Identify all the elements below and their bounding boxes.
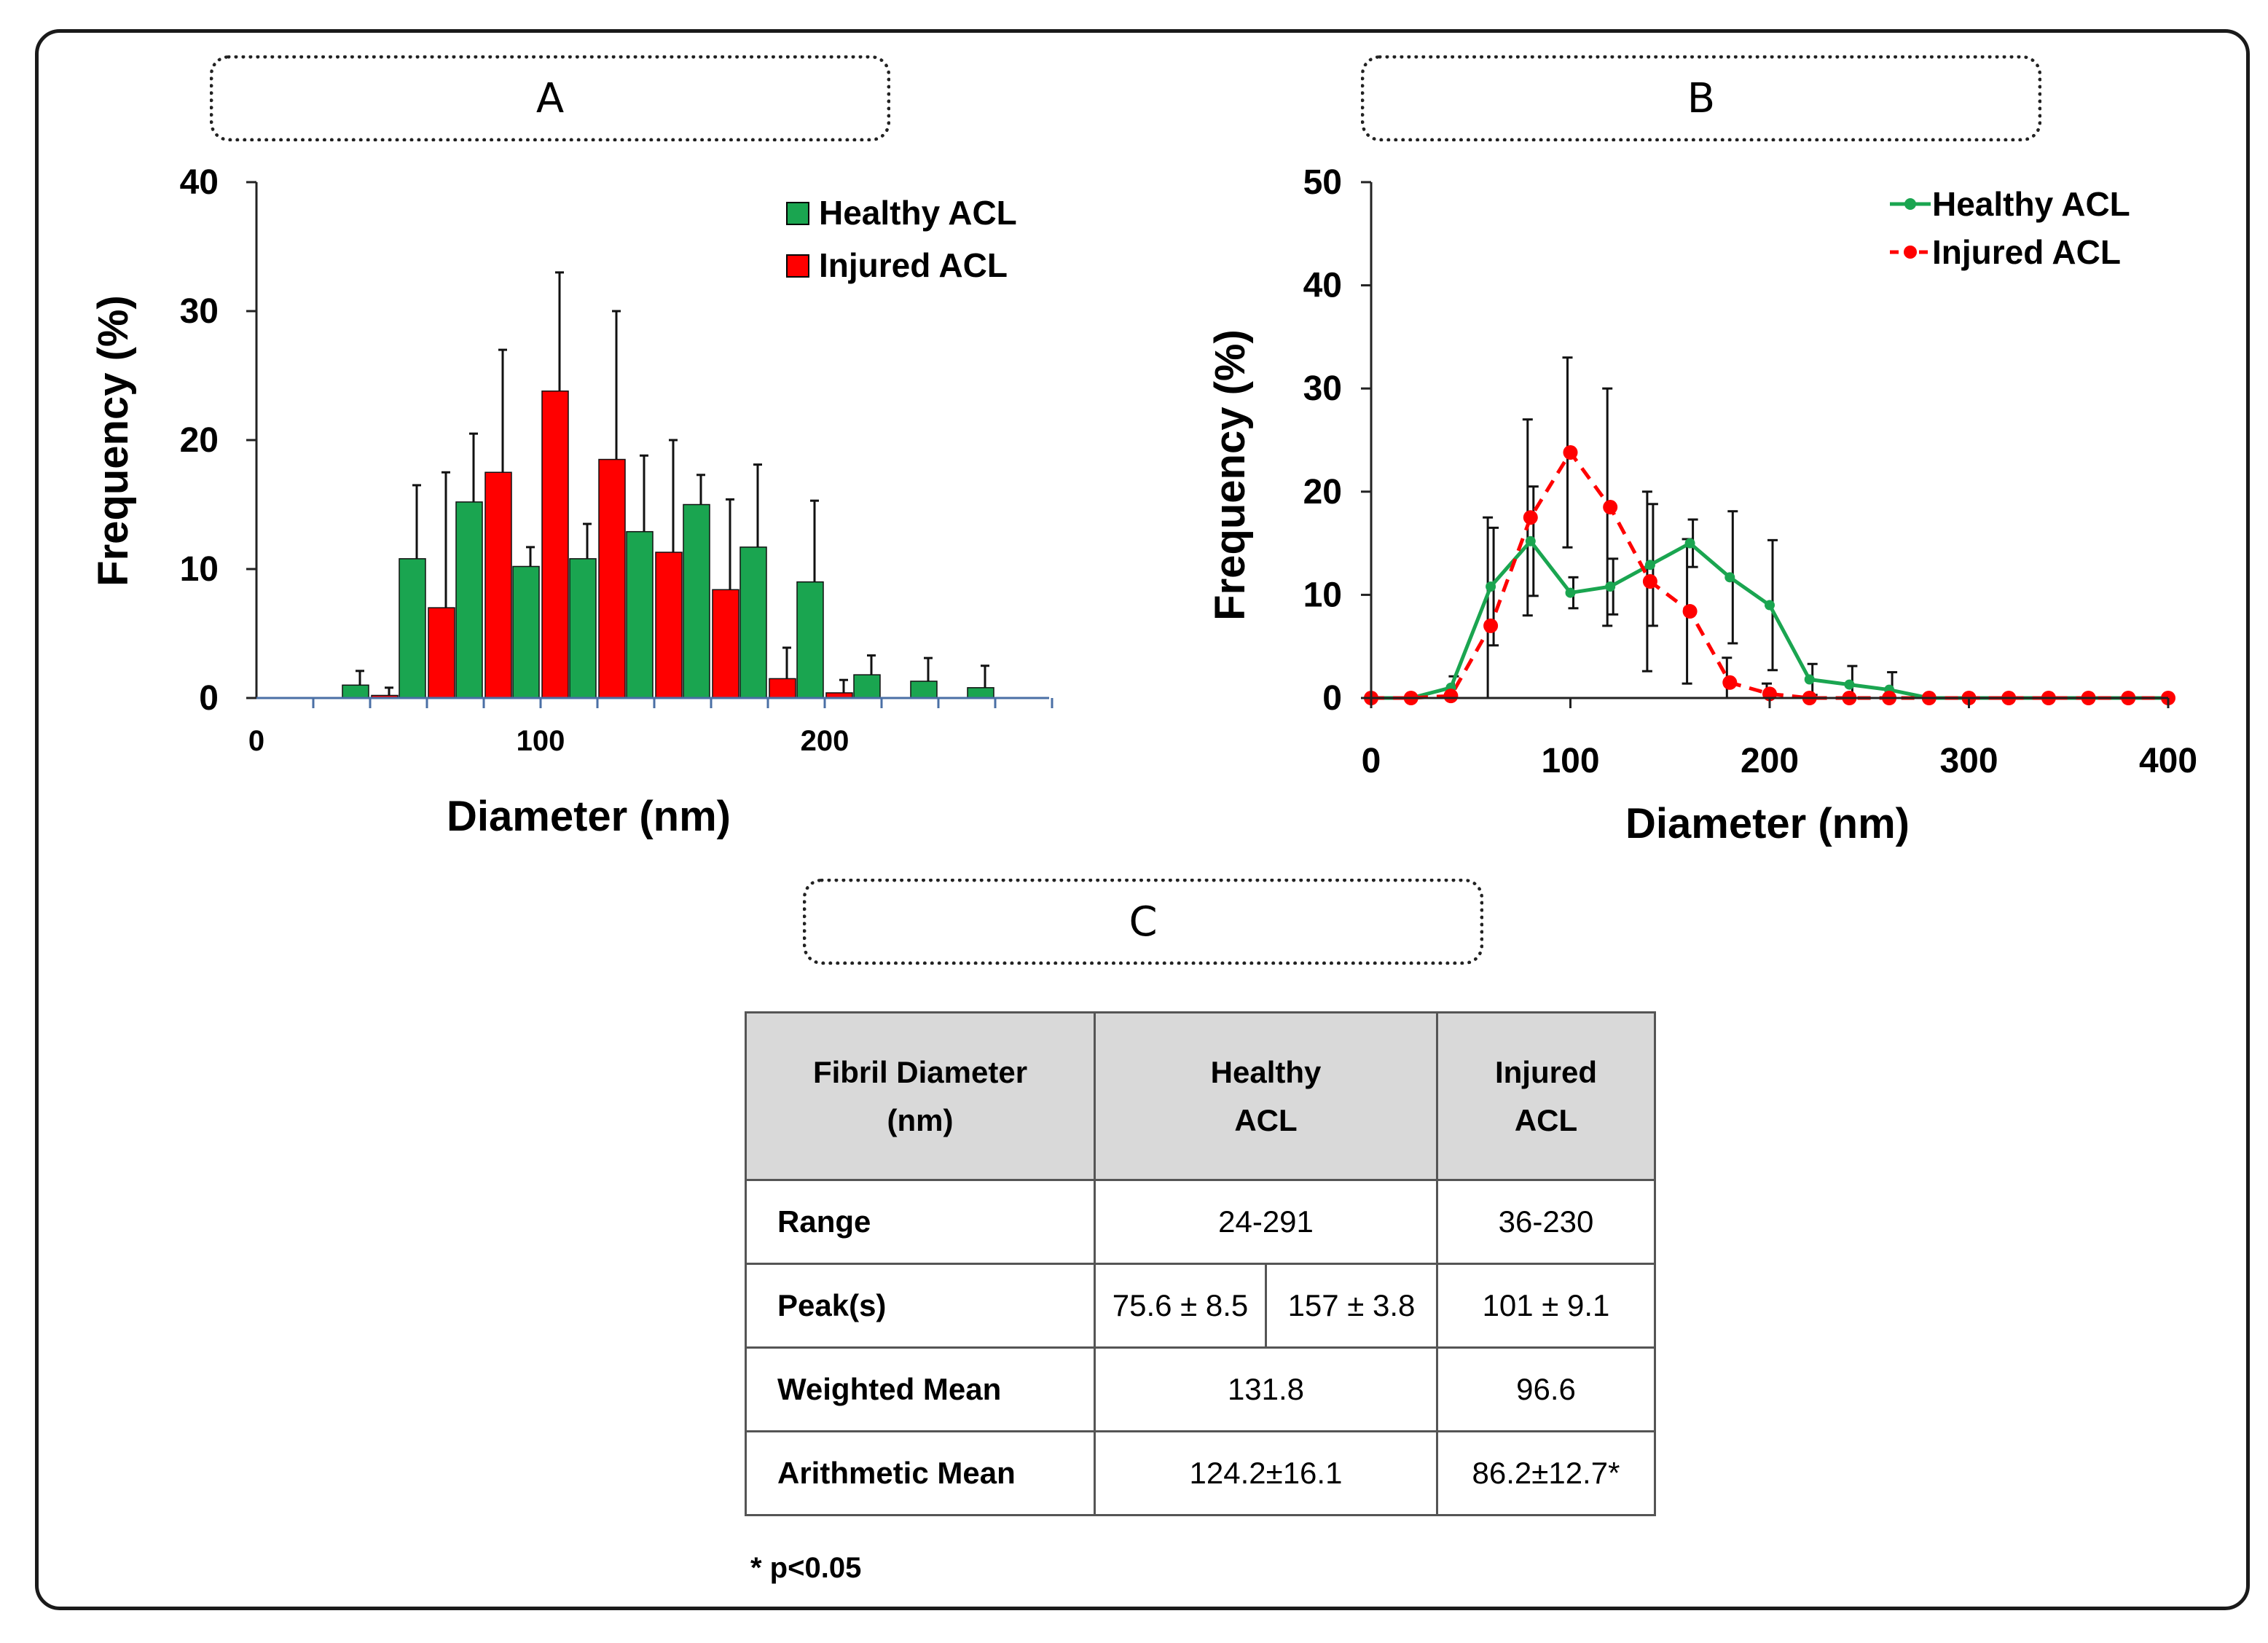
chart-b-legend: Healthy ACL Injured ACL [1890, 185, 2130, 271]
chart-b-ytick-label: 0 [1322, 679, 1342, 718]
panel-label-b: B [1361, 55, 2041, 141]
chart-a-ytick-label: 0 [199, 679, 219, 718]
chart-a-xtick-label: 200 [801, 725, 849, 757]
chart-a-xlabel: Diameter (nm) [447, 793, 731, 840]
healthy-point [1565, 587, 1576, 598]
row-label-peaks: Peak(s) [745, 1263, 1096, 1349]
chart-b-xtick-label: 0 [1362, 742, 1381, 780]
chart-b-ytick-label: 50 [1303, 163, 1342, 202]
chart-b-ytick-label: 10 [1303, 576, 1342, 614]
injured-point [1642, 573, 1657, 589]
footnote: * p<0.05 [750, 1552, 862, 1584]
cell-peak-healthy-b: 157 ± 3.8 [1265, 1263, 1438, 1349]
healthy-bar [512, 565, 540, 699]
cell-peak-healthy-a: 75.6 ± 8.5 [1094, 1263, 1267, 1349]
chart-b-ytick-label: 40 [1303, 267, 1342, 305]
chart-b-ylabel: Frequency (%) [1206, 329, 1254, 621]
injured-point [1603, 500, 1618, 515]
legend-label-injured-b: Injured ACL [1932, 233, 2121, 271]
healthy-point [1765, 600, 1775, 611]
injured-point [1563, 444, 1578, 460]
table-header-fibril: Fibril Diameter (nm) [745, 1011, 1096, 1181]
chart-a-ylabel: Frequency (%) [90, 295, 137, 587]
row-label-arithmetic: Arithmetic Mean [745, 1430, 1096, 1516]
legend-swatch-healthy [786, 202, 809, 225]
injured-bar [484, 471, 512, 699]
legend-swatch-injured [786, 254, 809, 278]
healthy-bar [739, 546, 767, 699]
healthy-bar [455, 501, 483, 699]
figure-frame [35, 29, 2250, 1610]
table-header-injured: Injured ACL [1436, 1011, 1656, 1181]
chart-a-xtick-label: 100 [517, 725, 565, 757]
legend-marker-healthy [1904, 198, 1916, 210]
chart-a-ytick-label: 10 [180, 550, 219, 589]
table-header-healthy: Healthy ACL [1094, 1011, 1438, 1181]
chart-b-xtick-label: 400 [2139, 742, 2197, 780]
cell-arithmetic-healthy: 124.2±16.1 [1094, 1430, 1438, 1516]
chart-b-xtick-label: 200 [1741, 742, 1799, 780]
healthy-bar [796, 581, 824, 699]
cell-weighted-injured: 96.6 [1436, 1346, 1656, 1432]
injured-bar [712, 589, 739, 699]
injured-bar [428, 607, 455, 699]
injured-point [1722, 675, 1738, 690]
table-row: Arithmetic Mean 124.2±16.1 86.2±12.7* [745, 1430, 1656, 1516]
chart-b-xtick-label: 300 [1939, 742, 1998, 780]
chart-a-ytick-label: 20 [180, 421, 219, 460]
healthy-bar [569, 558, 597, 699]
injured-bar [598, 458, 626, 699]
table-row: Peak(s) 75.6 ± 8.5 157 ± 3.8 101 ± 9.1 [745, 1263, 1656, 1349]
chart-a-ytick-label: 30 [180, 292, 219, 331]
healthy-point [1844, 679, 1855, 690]
healthy-bar [683, 503, 710, 699]
healthy-point [1486, 581, 1496, 592]
chart-b-ytick-label: 30 [1303, 369, 1342, 408]
row-label-range: Range [745, 1179, 1096, 1265]
injured-point [1523, 510, 1538, 525]
healthy-point [1684, 538, 1695, 549]
healthy-point [1605, 581, 1616, 592]
healthy-point [1804, 674, 1815, 685]
chart-a-xtick-label: 0 [248, 725, 264, 757]
healthy-bar [626, 530, 654, 699]
cell-peak-injured: 101 ± 9.1 [1436, 1263, 1656, 1349]
cell-arithmetic-injured: 86.2±12.7* [1436, 1430, 1656, 1516]
injured-point [1483, 618, 1499, 633]
cell-range-healthy: 24-291 [1094, 1179, 1438, 1265]
panel-label-a: A [210, 55, 890, 141]
chart-b-xlabel: Diameter (nm) [1625, 800, 1910, 847]
chart-a-ytick-label: 40 [180, 163, 219, 202]
injured-bar [769, 678, 796, 699]
row-label-weighted: Weighted Mean [745, 1346, 1096, 1432]
legend-marker-injured [1904, 246, 1917, 259]
healthy-point [1644, 560, 1655, 570]
table-row: Weighted Mean 131.8 96.6 [745, 1346, 1656, 1432]
injured-bar [655, 552, 683, 699]
legend-label-healthy-b: Healthy ACL [1932, 185, 2130, 223]
panel-label-c: C [803, 879, 1483, 965]
legend-label-healthy: Healthy ACL [819, 194, 1017, 232]
chart-b-ytick-label: 20 [1303, 473, 1342, 511]
cell-range-injured: 36-230 [1436, 1179, 1656, 1265]
injured-point [1443, 689, 1459, 704]
chart-a-legend: Healthy ACL Injured ACL [786, 194, 1017, 284]
chart-b-xtick-label: 100 [1541, 742, 1599, 780]
summary-table: Fibril Diameter (nm) Healthy ACL Injured AC… [745, 1011, 1656, 1516]
table-row: Range 24-291 36-230 [745, 1179, 1656, 1265]
injured-point [1682, 604, 1698, 619]
healthy-point [1525, 536, 1536, 546]
legend-label-injured: Injured ACL [819, 246, 1008, 284]
cell-weighted-healthy: 131.8 [1094, 1346, 1438, 1432]
injured-series-line [1371, 449, 2168, 700]
healthy-point [1724, 572, 1735, 583]
